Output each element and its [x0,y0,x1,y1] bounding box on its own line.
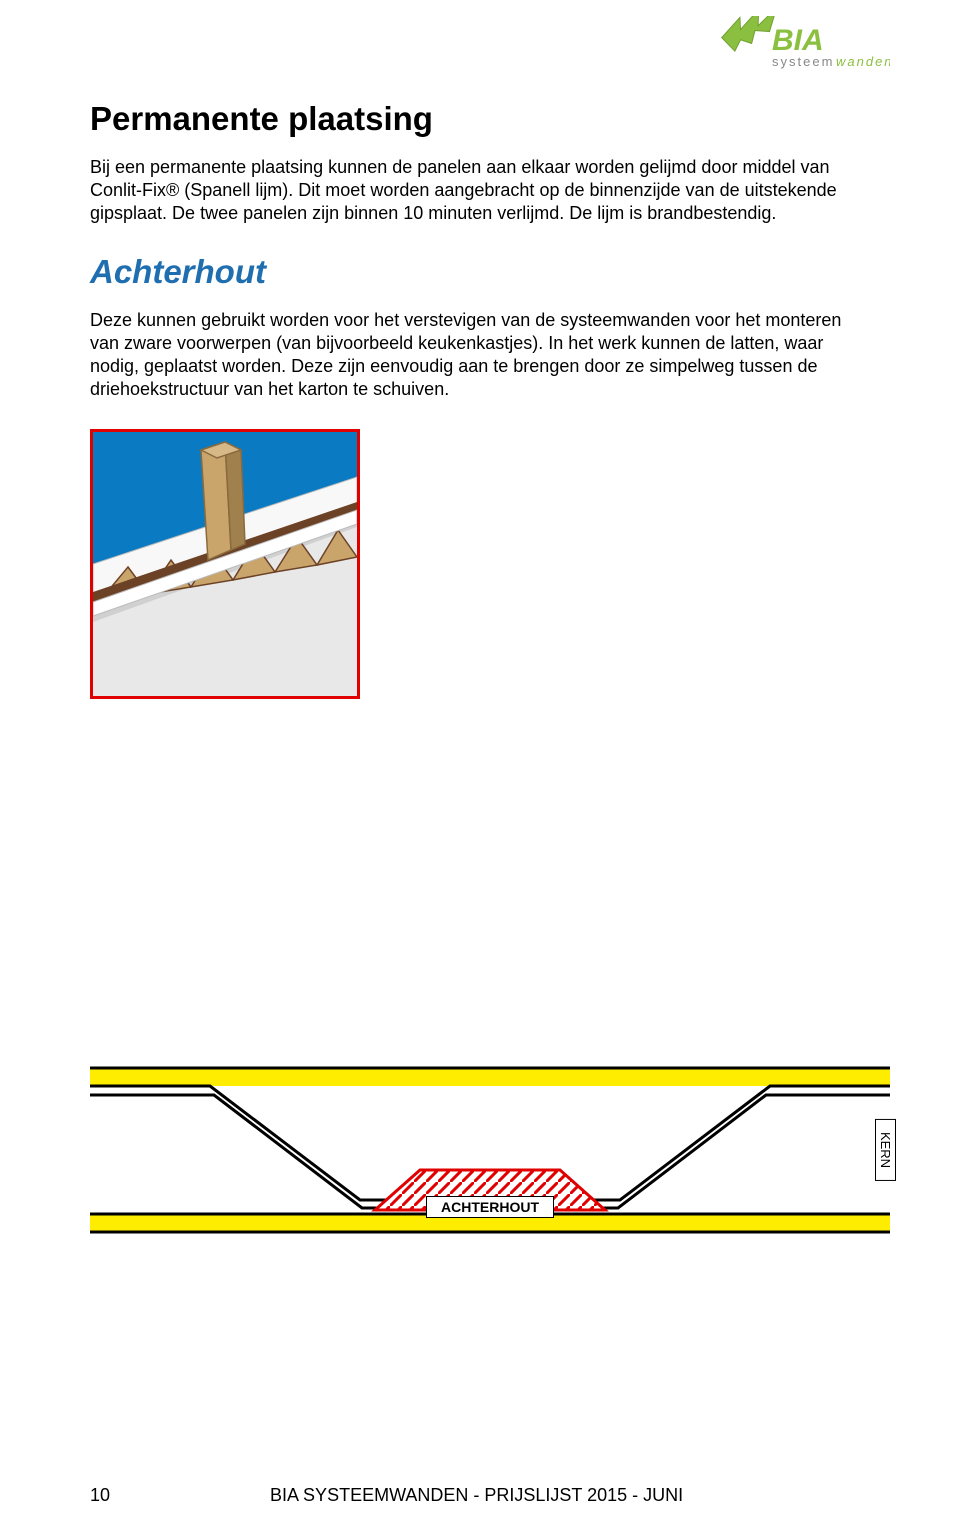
logo-sub-text-2: wanden [836,54,890,69]
cross-section-diagram: ACHTERHOUT KERN [90,1050,890,1250]
brand-logo: BIA systeem wanden [710,16,890,76]
logo-main-text: BIA [772,24,824,57]
page-number: 10 [90,1485,110,1506]
label-achterhout: ACHTERHOUT [426,1196,554,1218]
illustration-3d [90,429,360,699]
paragraph-2: Deze kunnen gebruikt worden voor het ver… [90,309,870,401]
label-kern: KERN [875,1119,896,1181]
footer-text: BIA SYSTEEMWANDEN - PRIJSLIJST 2015 - JU… [270,1485,683,1506]
page-footer: 10 BIA SYSTEEMWANDEN - PRIJSLIJST 2015 -… [90,1485,870,1506]
heading-permanente: Permanente plaatsing [90,100,870,138]
logo-sub-text: systeem [772,54,834,69]
page-content: Permanente plaatsing Bij een permanente … [90,100,870,699]
heading-achterhout: Achterhout [90,253,870,291]
paragraph-1: Bij een permanente plaatsing kunnen de p… [90,156,870,225]
